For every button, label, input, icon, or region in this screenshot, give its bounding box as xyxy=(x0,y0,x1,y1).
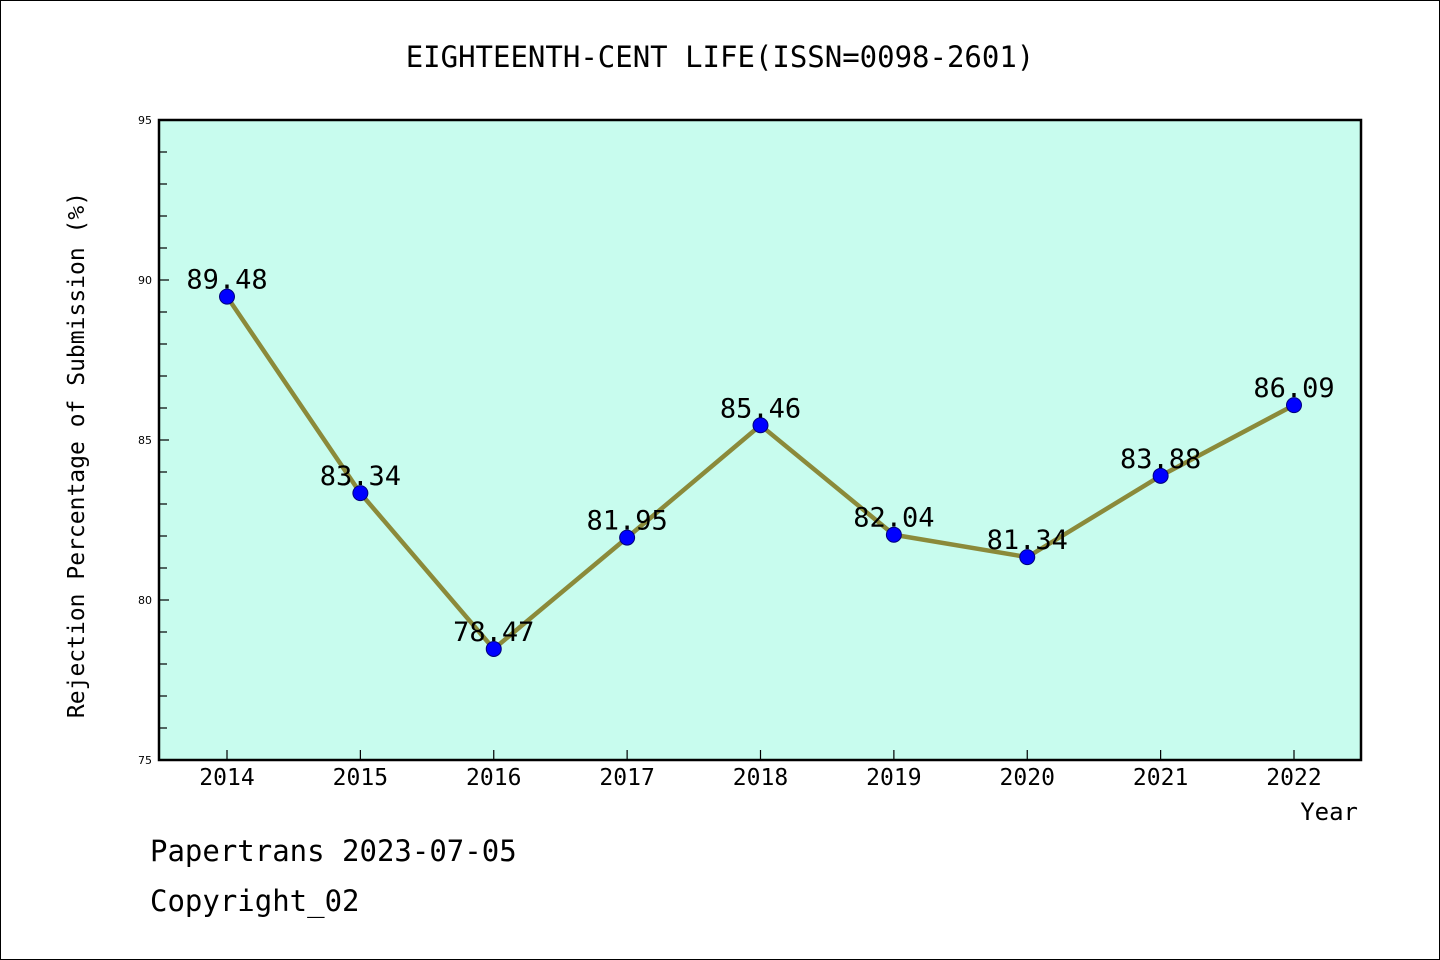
data-label: 81.34 xyxy=(987,525,1068,556)
chart-title: EIGHTEENTH-CENT LIFE(ISSN=0098-2601) xyxy=(406,40,1035,74)
y-tick-label: 85 xyxy=(138,434,152,447)
x-tick-label: 2017 xyxy=(599,765,654,791)
data-label: 83.34 xyxy=(320,461,401,492)
x-tick-label: 2019 xyxy=(866,765,921,791)
data-point xyxy=(485,640,502,657)
footer-date: Papertrans 2023-07-05 xyxy=(150,834,517,868)
data-point xyxy=(1019,549,1036,566)
x-tick-label: 2016 xyxy=(466,765,521,791)
x-tick-label: 2014 xyxy=(199,765,254,791)
y-tick-label: 90 xyxy=(138,274,152,287)
data-label: 85.46 xyxy=(720,393,801,424)
y-axis-label: Rejection Percentage of Submission (%) xyxy=(64,192,90,718)
data-label: 82.04 xyxy=(853,503,934,534)
plot-area xyxy=(157,118,1363,762)
data-point xyxy=(352,485,369,502)
x-tick-label: 2021 xyxy=(1133,765,1188,791)
data-point xyxy=(1286,397,1302,414)
data-label: 86.09 xyxy=(1253,373,1334,404)
data-label: 78.47 xyxy=(453,617,534,648)
data-point xyxy=(752,417,769,434)
data-markers xyxy=(219,288,1302,657)
y-tick-label: 75 xyxy=(138,754,152,767)
y-axis: 75 80 85 90 95 xyxy=(138,114,169,767)
x-tick-label: 2015 xyxy=(333,765,388,791)
data-point xyxy=(219,288,235,305)
data-point xyxy=(1152,467,1169,484)
y-tick-label: 95 xyxy=(138,114,152,127)
footer-copyright: Copyright_02 xyxy=(150,884,360,918)
data-label: 83.88 xyxy=(1120,444,1201,475)
data-point xyxy=(619,529,636,546)
x-axis: 2014 2015 2016 2017 2018 2019 2020 2021 2022 xyxy=(199,750,1322,791)
x-tick-label: 2018 xyxy=(733,765,788,791)
data-label: 89.48 xyxy=(186,265,267,296)
data-labels: 89.48 83.34 78.47 81.95 85.46 82.04 81.34 83.88… xyxy=(186,265,1334,648)
data-point xyxy=(885,526,902,543)
y-tick-label: 80 xyxy=(138,594,152,607)
x-axis-label: Year xyxy=(1300,798,1358,826)
x-tick-label: 2022 xyxy=(1266,765,1321,791)
x-tick-label: 2020 xyxy=(1000,765,1055,791)
data-label: 81.95 xyxy=(586,506,667,537)
